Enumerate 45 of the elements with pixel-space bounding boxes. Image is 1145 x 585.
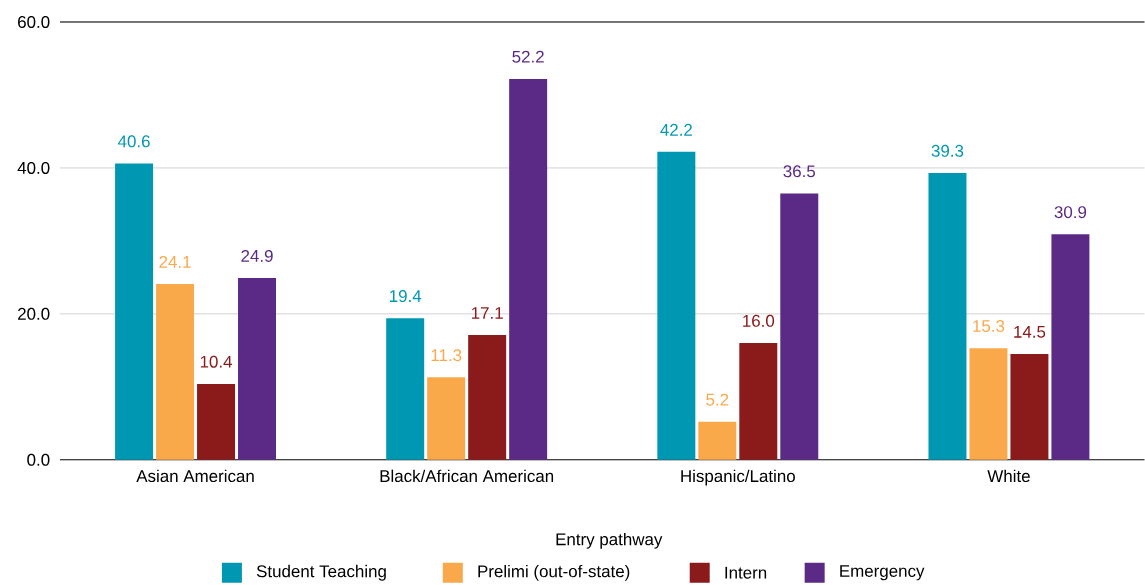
data-label: 39.3: [931, 144, 964, 157]
data-label: 40.6: [117, 135, 150, 148]
data-label: 36.5: [783, 165, 816, 178]
legend-label: Intern: [725, 566, 767, 579]
bar: [739, 343, 778, 460]
x-tick-label: White: [987, 469, 1030, 483]
bar: [509, 79, 548, 460]
x-axis-title: Entry pathway: [556, 533, 663, 549]
bar: [386, 318, 425, 460]
bar: [197, 384, 236, 460]
legend-label: Student Teaching: [256, 565, 386, 581]
legend-label: Emergency: [840, 565, 925, 581]
bar: [427, 377, 466, 460]
bar: [1051, 234, 1090, 460]
y-tick-label: 60.0: [18, 16, 50, 29]
bar: [238, 278, 277, 460]
data-label: 15.3: [973, 320, 1005, 333]
data-label: 42.2: [660, 123, 692, 136]
x-tick-label: Black/African American: [380, 469, 554, 483]
data-label: 16.0: [743, 315, 775, 327]
data-label: 24.1: [159, 256, 191, 268]
x-tick-label: Asian American: [136, 469, 254, 483]
legend-label: Prelimi (out-of-state): [478, 565, 630, 581]
y-tick-label: 40.0: [17, 162, 50, 175]
data-label: 24.9: [241, 250, 273, 263]
bar: [928, 173, 967, 460]
bar: [780, 193, 819, 460]
x-tick-label: Hispanic/Latino: [681, 469, 795, 486]
bar: [1010, 354, 1049, 460]
bar: [115, 163, 154, 460]
bar: [156, 284, 195, 460]
bar: [698, 421, 737, 460]
data-label: 30.9: [1054, 206, 1087, 219]
data-label: 14.5: [1014, 326, 1046, 338]
y-tick-label: 20.0: [18, 307, 50, 320]
bar: [657, 152, 696, 460]
data-label: 10.4: [200, 355, 233, 368]
bar: [468, 335, 507, 460]
bar: [969, 348, 1008, 460]
y-tick-label: 0.0: [27, 453, 50, 466]
data-label: 52.2: [512, 50, 544, 63]
data-label: 19.4: [390, 290, 422, 303]
data-label: 5.2: [706, 393, 729, 406]
data-label: 11.3: [431, 349, 462, 362]
data-label: 17.1: [471, 307, 503, 319]
